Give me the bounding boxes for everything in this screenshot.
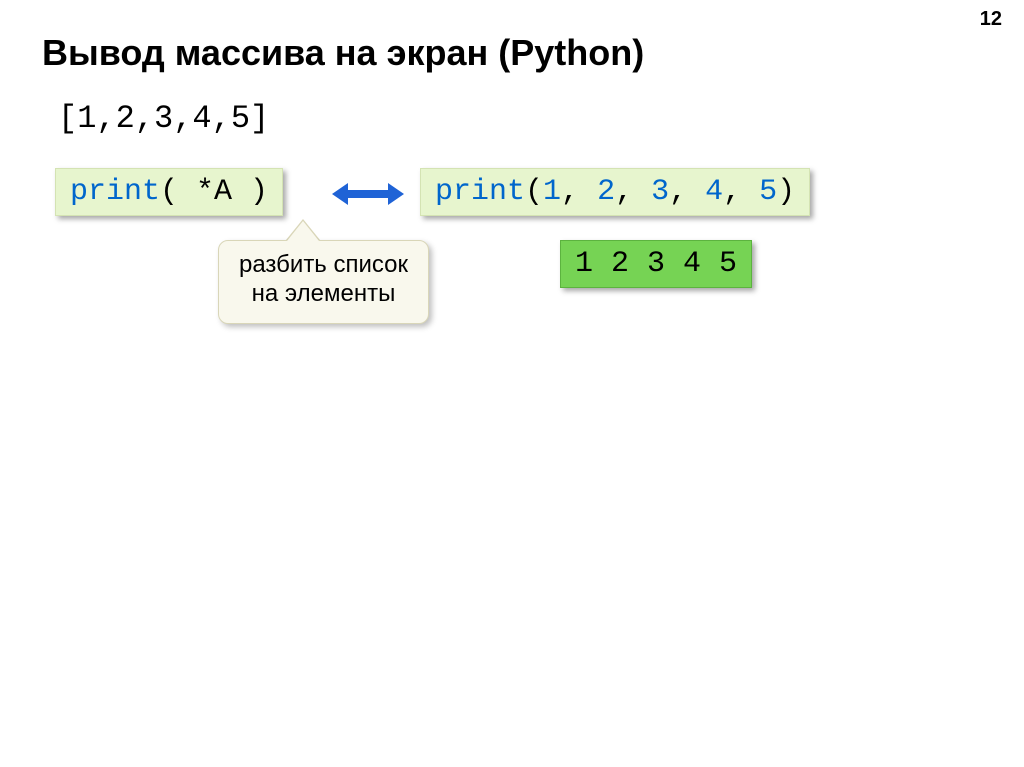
comma: ,	[723, 175, 759, 209]
code-box-print-star: print( *A )	[55, 168, 283, 216]
comma: ,	[669, 175, 705, 209]
num: 5	[759, 175, 777, 209]
num: 2	[597, 175, 615, 209]
code-box-print-args: print(1, 2, 3, 4, 5)	[420, 168, 810, 216]
output-box: 1 2 3 4 5	[560, 240, 752, 288]
paren-close: )	[777, 175, 795, 209]
num: 4	[705, 175, 723, 209]
tooltip-line: разбить список	[239, 251, 408, 278]
double-arrow-icon	[332, 180, 404, 213]
code-rest: ( *A )	[160, 175, 268, 209]
num: 1	[543, 175, 561, 209]
keyword-print: print	[435, 175, 525, 209]
output-text: 1 2 3 4 5	[575, 247, 737, 281]
tooltip-line: на элементы	[252, 280, 396, 307]
tooltip-split-list: разбить список на элементы	[218, 240, 429, 324]
keyword-print: print	[70, 175, 160, 209]
comma: ,	[615, 175, 651, 209]
comma: ,	[561, 175, 597, 209]
page-number: 12	[980, 8, 1002, 31]
paren-open: (	[525, 175, 543, 209]
num: 3	[651, 175, 669, 209]
page-title: Вывод массива на экран (Python)	[42, 32, 644, 74]
array-literal: [1,2,3,4,5]	[58, 100, 269, 137]
